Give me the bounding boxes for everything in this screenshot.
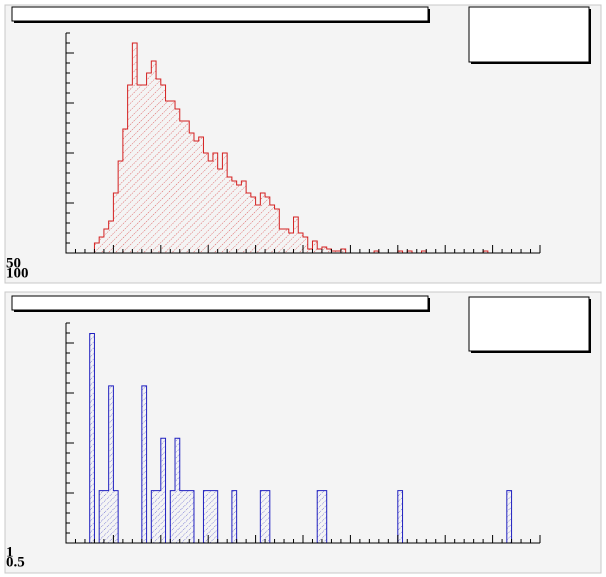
histogram-bar [132,43,138,253]
histogram-bar [198,137,204,253]
axis-label: 0.5 [6,554,25,570]
histogram-bar [175,109,180,253]
histogram-bar [113,193,119,253]
histogram-bar [307,249,313,253]
histogram-bar [397,490,403,543]
histogram-bar [127,85,133,253]
histogram-bar [103,490,109,543]
histogram-bar [265,490,270,543]
histogram-bar [170,490,176,543]
histogram-bar [193,141,199,253]
histogram-bar [303,237,308,253]
stats-box [468,6,590,63]
histogram-bar [170,101,176,253]
histogram-bar [317,249,322,253]
histogram-bar [89,333,95,543]
histogram-bar [156,79,161,253]
histogram-bar [250,197,256,253]
histogram-bar [160,438,166,543]
histogram-bar [208,490,213,543]
title-box [11,295,429,311]
histogram-bar [113,490,119,543]
histogram-bar [374,251,379,253]
histogram-bar [99,237,104,253]
histogram-bar [260,193,266,253]
histogram-bar [336,251,341,253]
histogram-bar [231,181,237,253]
histogram-bar [321,490,327,543]
histogram-bar [317,490,322,543]
histogram-bar [122,129,128,253]
histogram-bar [246,193,251,253]
histogram-bar [222,153,228,253]
histogram-bar [407,251,413,253]
histogram-bar [279,229,285,253]
axis-label: 1 [6,544,14,560]
histogram-bar [151,61,157,253]
histogram-bar [293,217,299,253]
histogram-bar [156,490,161,543]
histogram-bar [99,490,104,543]
histogram-bar [321,247,327,253]
histogram-bar [212,490,218,543]
histogram-bar [269,205,275,253]
histogram-bar [284,229,289,253]
histogram-bar [94,243,100,253]
histogram-bar [421,251,427,253]
histogram-bar [236,185,242,253]
histogram-bar [103,229,109,253]
histogram-bar [212,153,218,253]
histogram-bar [184,490,190,543]
stats-box [468,296,590,352]
histogram-bar [108,385,114,543]
histogram-bar [141,85,147,253]
histogram-bar [397,251,403,253]
histogram-bar [331,251,337,253]
histogram-bar [288,233,294,253]
histogram-bar [160,85,166,253]
histogram-bar [340,249,346,253]
histogram-bar [312,241,318,253]
histogram-bar [175,438,180,543]
histogram-bar [298,233,303,253]
histogram-bar [146,73,152,253]
histogram-bar [326,249,332,253]
histogram-bar [265,197,270,253]
histogram-bar [241,181,247,253]
histogram-bar [189,490,194,543]
histogram-bar [217,169,223,253]
histogram-bar [165,101,171,253]
histogram-bar [483,251,488,253]
histogram-bar [506,490,512,543]
histogram-bar [137,85,142,253]
histogram-bar [203,490,209,543]
histogram-bar [179,121,185,253]
axis-label: 50 [6,255,21,271]
frame [66,323,540,543]
axis-label: 100 [6,265,29,281]
histogram-bar [151,490,157,543]
histogram-bar [184,121,190,253]
histogram-bar [179,490,185,543]
histogram-bar [227,177,232,253]
histogram-bar [231,490,237,543]
histogram-bar [118,161,123,253]
histogram-bar [255,205,261,253]
histogram-bar [274,209,280,253]
histogram-bar [208,161,213,253]
histogram-bar [203,153,209,253]
histogram-bar [189,133,194,253]
histogram-bar [260,490,266,543]
histogram-bar [108,221,114,253]
histogram-bar [141,385,147,543]
title-box [11,6,429,22]
